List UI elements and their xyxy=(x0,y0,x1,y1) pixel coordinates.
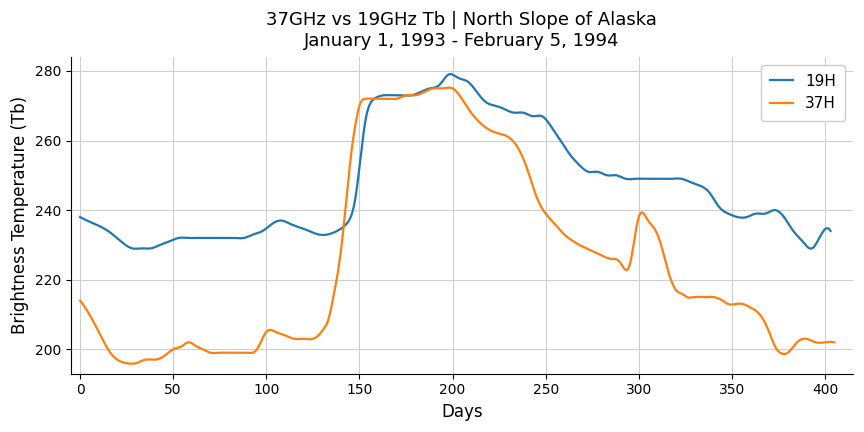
37H xyxy=(127,361,137,366)
37H xyxy=(727,302,737,307)
Title: 37GHz vs 19GHz Tb | North Slope of Alaska
January 1, 1993 - February 5, 1994: 37GHz vs 19GHz Tb | North Slope of Alask… xyxy=(266,11,658,50)
Legend: 19H, 37H: 19H, 37H xyxy=(761,65,845,121)
37H xyxy=(557,230,568,235)
Y-axis label: Brightness Temperature (Tb): Brightness Temperature (Tb) xyxy=(11,96,29,334)
19H xyxy=(75,214,86,219)
19H xyxy=(445,72,455,77)
Line: 37H: 37H xyxy=(80,88,835,364)
19H xyxy=(555,137,565,143)
19H xyxy=(825,229,835,234)
37H xyxy=(829,340,840,345)
X-axis label: Days: Days xyxy=(441,403,483,421)
19H xyxy=(130,246,141,251)
37H xyxy=(535,201,545,206)
19H xyxy=(532,113,543,118)
Line: 19H: 19H xyxy=(80,74,830,249)
19H xyxy=(121,243,131,248)
37H xyxy=(75,298,86,303)
37H xyxy=(515,149,525,154)
37H xyxy=(121,361,131,366)
37H xyxy=(649,226,659,231)
19H xyxy=(646,176,657,181)
37H xyxy=(444,85,454,90)
19H xyxy=(723,211,734,216)
19H xyxy=(512,110,523,115)
